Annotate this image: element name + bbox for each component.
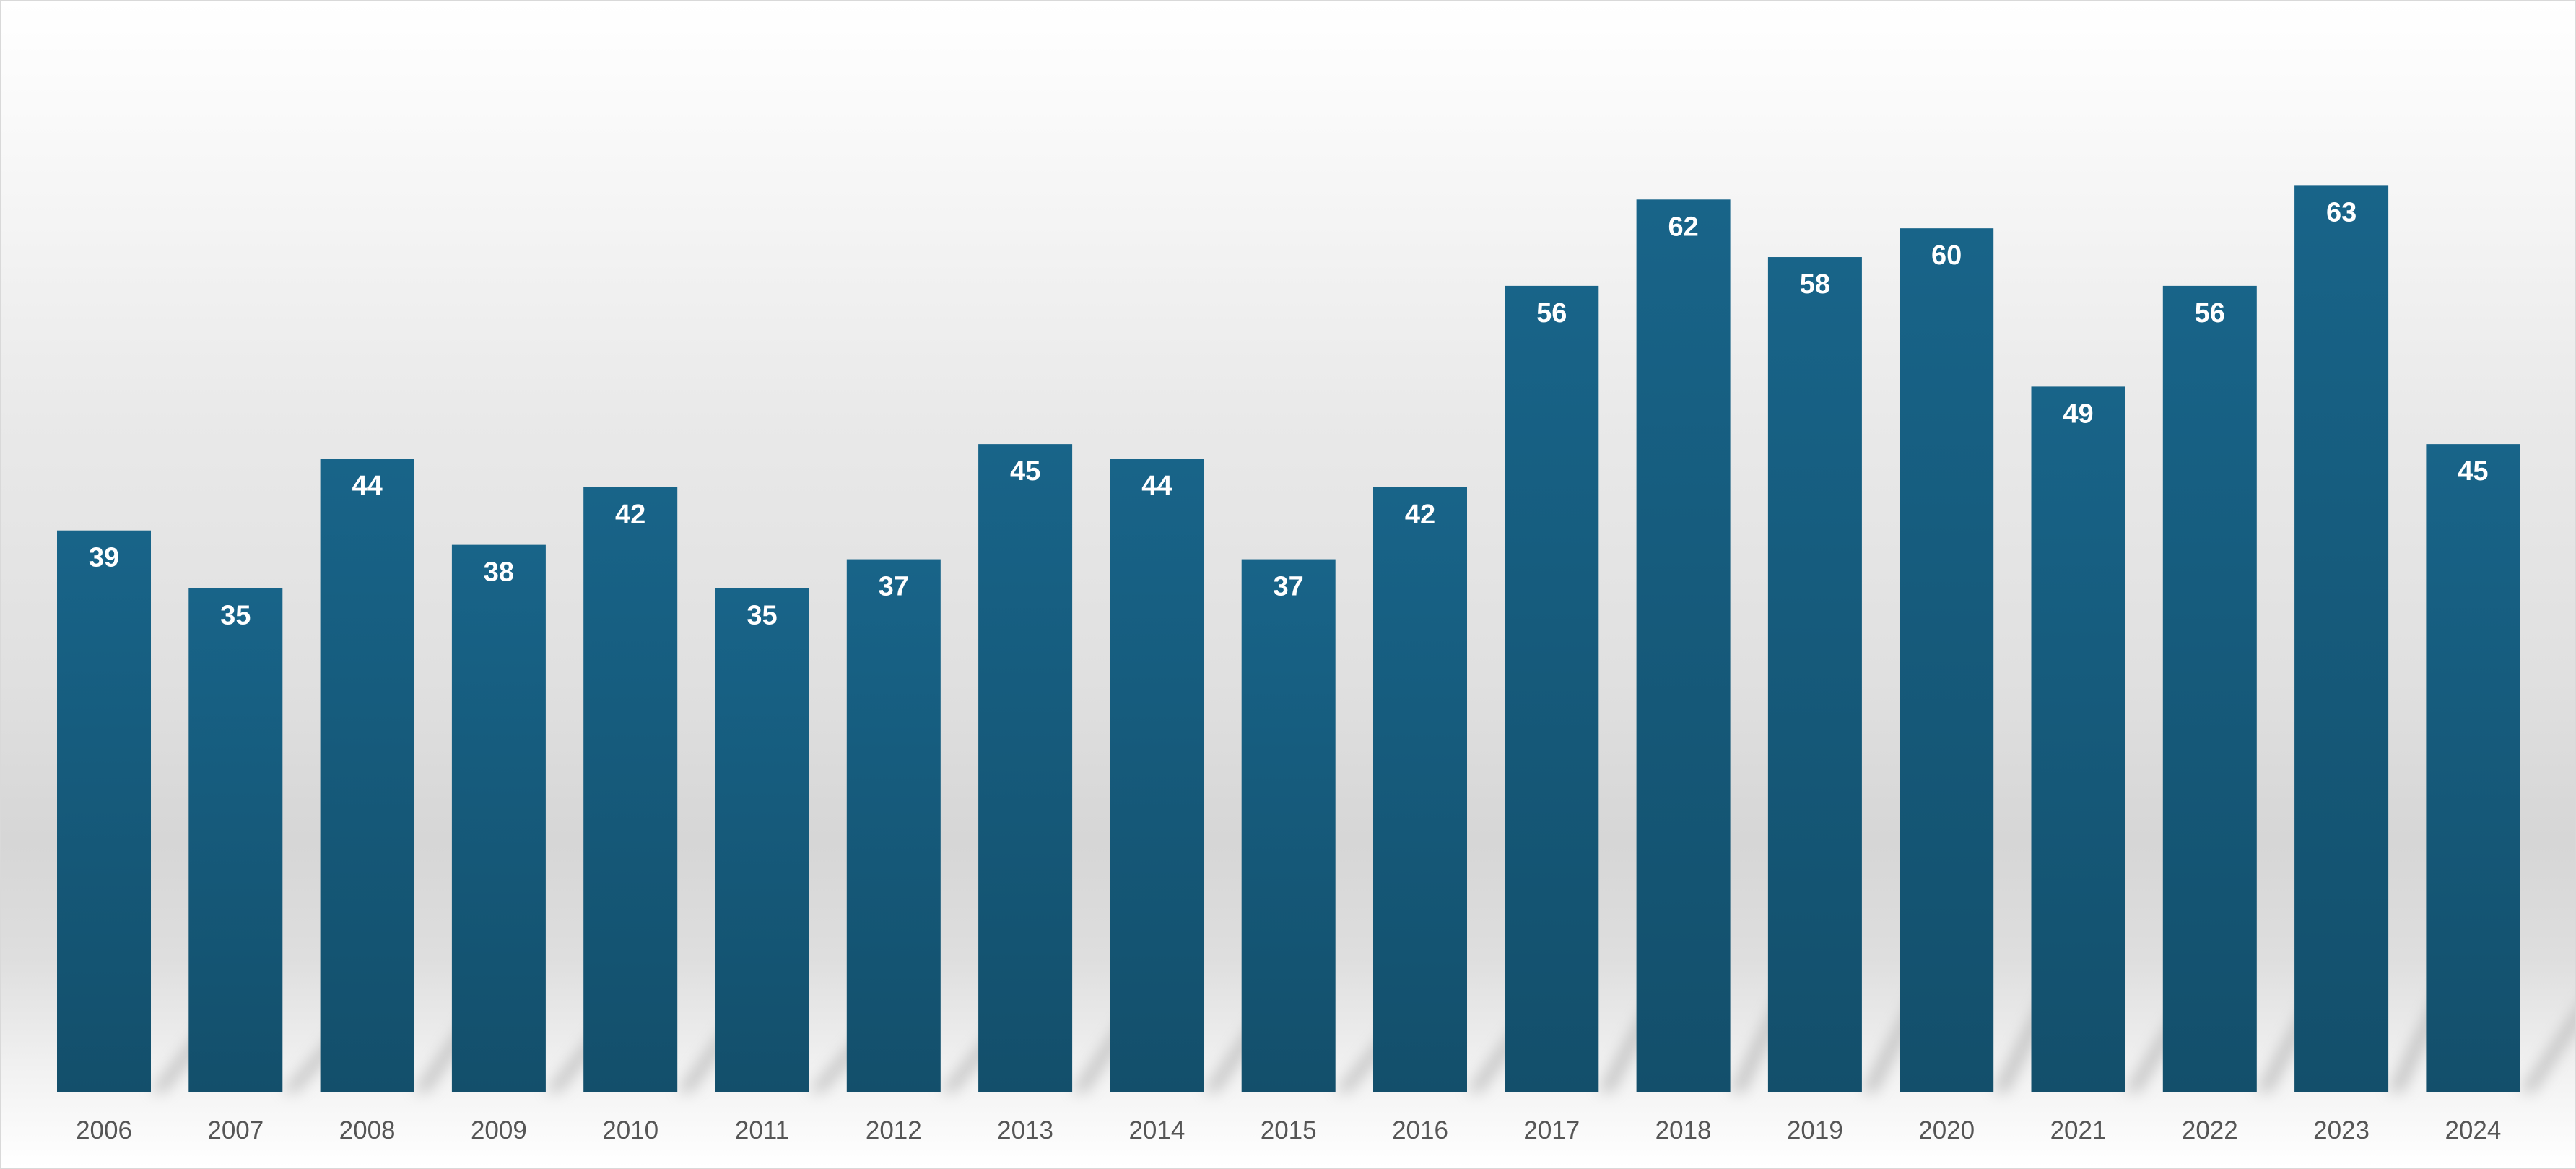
data-label-2013: 45: [1010, 456, 1040, 487]
bar-2011: [715, 588, 809, 1092]
bar-2019: [1767, 257, 1862, 1092]
bar-shadow: [2520, 1012, 2575, 1092]
bar-2009: [451, 544, 546, 1092]
data-label-2020: 60: [1931, 240, 1962, 271]
bar-2024: [2426, 444, 2520, 1092]
data-label-2017: 56: [1536, 298, 1567, 329]
bar-2007: [188, 588, 283, 1092]
bars: [57, 185, 2520, 1092]
bar-2012: [846, 559, 941, 1092]
bar-2010: [583, 487, 678, 1092]
x-tick-label-2018: 2018: [1655, 1116, 1712, 1144]
data-label-2010: 42: [615, 500, 645, 530]
x-tick-label-2017: 2017: [1523, 1116, 1580, 1144]
data-labels: 39 35 44 38 42 35 37 45 44 37 42 56 62 58 60 49 56 63 45: [89, 197, 2489, 630]
x-axis-tick-labels: 2006 2007 2008 2009 2010 2011 2012 2013 2014 2015…: [76, 1116, 2501, 1144]
x-tick-label-2020: 2020: [1918, 1116, 1975, 1144]
bar-2017: [1505, 285, 1599, 1092]
data-label-2023: 63: [2326, 197, 2357, 227]
bar-2022: [2162, 285, 2257, 1092]
x-tick-label-2009: 2009: [471, 1116, 527, 1144]
bar-2016: [1373, 487, 1467, 1092]
x-tick-label-2015: 2015: [1261, 1116, 1317, 1144]
bar-2014: [1110, 459, 1204, 1092]
data-label-2008: 44: [352, 471, 382, 501]
data-label-2015: 37: [1274, 572, 1304, 602]
bar-2020: [1900, 228, 1994, 1092]
data-label-2024: 45: [2458, 456, 2488, 487]
x-tick-label-2010: 2010: [602, 1116, 658, 1144]
bar-2008: [320, 459, 414, 1092]
x-tick-label-2006: 2006: [76, 1116, 132, 1144]
data-label-2022: 56: [2195, 298, 2225, 329]
x-tick-label-2008: 2008: [339, 1116, 396, 1144]
x-tick-label-2022: 2022: [2182, 1116, 2238, 1144]
x-tick-label-2014: 2014: [1128, 1116, 1185, 1144]
x-tick-label-2012: 2012: [866, 1116, 922, 1144]
data-label-2014: 44: [1141, 471, 1172, 501]
data-label-2021: 49: [2063, 399, 2093, 429]
x-tick-label-2023: 2023: [2313, 1116, 2370, 1144]
data-label-2009: 38: [484, 557, 514, 588]
data-label-2012: 37: [879, 572, 909, 602]
bar-2023: [2294, 185, 2389, 1092]
x-tick-label-2019: 2019: [1787, 1116, 1843, 1144]
x-tick-label-2024: 2024: [2445, 1116, 2501, 1144]
data-label-2019: 58: [1800, 269, 1830, 300]
data-label-2007: 35: [220, 600, 251, 630]
x-tick-label-2007: 2007: [207, 1116, 264, 1144]
bar-2013: [978, 444, 1073, 1092]
x-tick-label-2011: 2011: [735, 1116, 789, 1144]
x-tick-label-2021: 2021: [2050, 1116, 2107, 1144]
data-label-2016: 42: [1405, 500, 1435, 530]
data-label-2011: 35: [747, 600, 777, 630]
bar-2021: [2031, 386, 2125, 1092]
data-label-2006: 39: [89, 543, 119, 573]
x-tick-label-2013: 2013: [997, 1116, 1053, 1144]
bar-2006: [57, 530, 151, 1092]
x-tick-label-2016: 2016: [1392, 1116, 1448, 1144]
bar-2018: [1636, 199, 1731, 1092]
bar-2015: [1241, 559, 1336, 1092]
data-label-2018: 62: [1668, 212, 1698, 242]
